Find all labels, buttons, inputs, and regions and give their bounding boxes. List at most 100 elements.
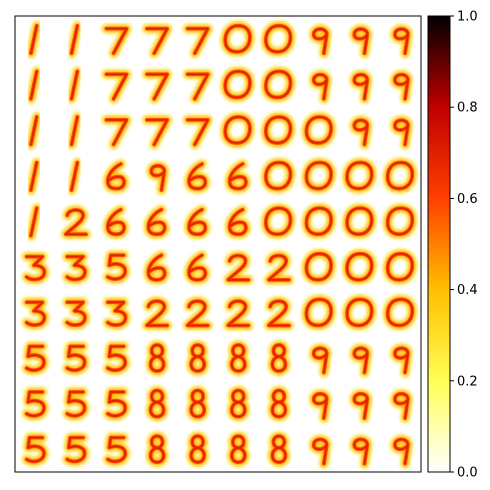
colorbar-tick-label: 0.2 <box>457 374 478 389</box>
grid-cell-r1-c7 <box>308 69 332 104</box>
grid-cell-r2-c7 <box>301 111 337 149</box>
colorbar-tick-label: 0.6 <box>457 192 478 207</box>
grid-cell-r3-c9 <box>382 157 418 194</box>
grid-cell-r9-c4 <box>186 431 210 468</box>
grid-cell-r0-c4 <box>182 23 213 59</box>
grid-cell-r2-c9 <box>389 115 414 150</box>
grid-cell-r2-c3 <box>141 114 173 150</box>
grid-cell-r8-c6 <box>267 385 291 422</box>
plot-frame <box>14 15 422 473</box>
grid-cell-r8-c5 <box>226 385 250 422</box>
grid-cell-r9-c5 <box>226 431 250 468</box>
grid-cell-r7-c0 <box>21 341 50 376</box>
grid-cell-r9-c0 <box>21 432 50 467</box>
grid-cell-r7-c8 <box>349 343 373 378</box>
colorbar <box>428 16 450 472</box>
grid-cell-r1-c3 <box>141 69 173 104</box>
grid-cell-r0-c7 <box>308 23 332 59</box>
grid-cell-r3-c4 <box>183 158 211 194</box>
colorbar-tick-label: 0.4 <box>457 283 478 298</box>
grid-cell-r4-c0 <box>25 203 42 241</box>
grid-cell-r4-c7 <box>301 203 337 240</box>
grid-cell-r0-c1 <box>66 20 83 59</box>
grid-cell-r2-c6 <box>260 111 296 149</box>
grid-cell-r4-c9 <box>382 203 418 240</box>
image-grid <box>21 20 418 469</box>
colorbar-tick-label: 1.0 <box>457 10 478 25</box>
grid-cell-r7-c3 <box>145 339 169 377</box>
grid-cell-r7-c7 <box>308 343 332 378</box>
grid-cell-r6-c9 <box>382 294 418 331</box>
grid-cell-r1-c1 <box>66 66 83 104</box>
grid-cell-r4-c8 <box>341 203 377 240</box>
grid-cell-r7-c5 <box>226 339 250 377</box>
grid-cell-r1-c8 <box>349 69 373 104</box>
grid-cell-r6-c4 <box>182 296 213 331</box>
grid-cell-r2-c2 <box>101 114 132 150</box>
grid-cell-r8-c2 <box>102 386 131 421</box>
grid-cell-r9-c3 <box>145 431 169 468</box>
grid-cell-r4-c6 <box>260 203 296 240</box>
grid-cell-r3-c2 <box>102 158 130 194</box>
grid-cell-r6-c7 <box>301 294 337 331</box>
grid-cell-r5-c1 <box>62 251 91 285</box>
grid-cell-r6-c8 <box>341 294 377 331</box>
grid-cell-r1-c6 <box>260 66 296 103</box>
grid-cell-r1-c0 <box>25 66 42 104</box>
grid-cell-r0-c6 <box>260 20 296 57</box>
grid-cell-r8-c0 <box>21 386 50 421</box>
colorbar-ticks: 0.0 0.2 0.4 0.6 0.8 1.0 <box>450 10 478 481</box>
grid-cell-r6-c1 <box>62 297 91 331</box>
grid-cell-r6-c3 <box>141 296 173 331</box>
grid-cell-r3-c6 <box>260 157 296 194</box>
grid-cell-r9-c8 <box>349 434 373 469</box>
grid-cell-r8-c1 <box>62 386 90 421</box>
grid-cell-r9-c1 <box>62 432 90 467</box>
grid-cell-r4-c3 <box>143 204 170 240</box>
grid-cell-r2-c1 <box>66 111 83 150</box>
grid-cell-r2-c5 <box>220 111 255 149</box>
grid-cell-r1-c4 <box>182 69 213 104</box>
colorbar-frame <box>427 15 451 473</box>
grid-cell-r6-c5 <box>223 296 254 331</box>
grid-cell-r4-c5 <box>224 204 251 240</box>
grid-cell-r0-c3 <box>141 23 173 59</box>
grid-cell-r4-c1 <box>60 204 92 240</box>
grid-cell-r3-c5 <box>224 158 251 194</box>
grid-cell-r5-c7 <box>301 248 337 285</box>
grid-cell-r1-c5 <box>220 66 255 103</box>
grid-cell-r0-c8 <box>349 23 373 59</box>
grid-cell-r5-c4 <box>183 250 211 285</box>
grid-cell-r1-c9 <box>389 69 414 104</box>
grid-cell-r4-c2 <box>102 204 130 240</box>
grid-cell-r0-c2 <box>101 23 132 59</box>
grid-cell-r7-c2 <box>102 341 131 376</box>
grid-cell-r7-c6 <box>267 339 291 377</box>
grid-cell-r7-c1 <box>62 341 90 376</box>
colorbar-tick-label: 0.0 <box>457 466 478 481</box>
grid-cell-r0-c9 <box>389 23 414 59</box>
grid-cell-r0-c5 <box>220 20 255 57</box>
grid-cell-r6-c0 <box>21 297 50 331</box>
grid-cell-r8-c4 <box>186 385 210 422</box>
grid-cell-r8-c7 <box>308 388 332 424</box>
grid-cell-r5-c0 <box>21 251 50 285</box>
grid-cell-r5-c5 <box>223 250 254 285</box>
grid-cell-r6-c6 <box>263 296 295 331</box>
grid-cell-r8-c3 <box>145 385 169 422</box>
grid-cell-r5-c9 <box>382 248 418 285</box>
grid-cell-r9-c6 <box>267 431 291 468</box>
grid-cell-r2-c4 <box>182 114 213 150</box>
grid-cell-r2-c0 <box>25 111 42 150</box>
colorbar-tick-label: 0.8 <box>457 101 478 116</box>
grid-cell-r7-c9 <box>389 343 414 378</box>
grid-cell-r5-c8 <box>341 248 377 285</box>
grid-cell-r3-c7 <box>301 157 337 194</box>
grid-cell-r8-c9 <box>389 388 414 424</box>
grid-cell-r8-c8 <box>349 388 373 424</box>
grid-cell-r0-c0 <box>25 20 42 59</box>
grid-cell-r1-c2 <box>101 69 132 104</box>
grid-cell-r4-c4 <box>183 204 211 240</box>
grid-cell-r7-c4 <box>186 339 210 377</box>
